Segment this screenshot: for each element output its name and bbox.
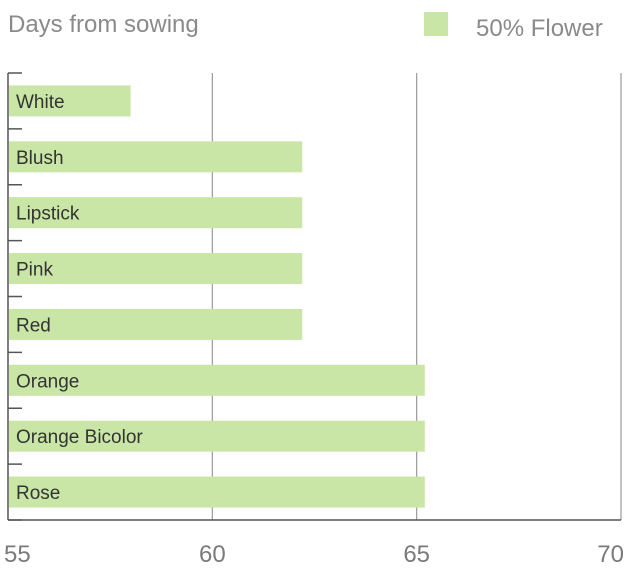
category-label: White	[16, 92, 65, 113]
category-label: Orange Bicolor	[16, 427, 143, 448]
category-label: Blush	[16, 148, 64, 169]
bar-pink	[9, 253, 303, 285]
x-tick-label-55: 55	[4, 541, 31, 568]
bar-lipstick	[9, 197, 303, 229]
category-label: Lipstick	[16, 204, 80, 225]
bar-rose	[9, 476, 425, 508]
axes	[7, 72, 621, 521]
category-label: Red	[16, 315, 51, 336]
bar-blush	[9, 141, 303, 173]
bar-white	[9, 85, 131, 117]
legend-label: 50% Flower	[476, 15, 603, 42]
category-label: Pink	[16, 260, 53, 281]
x-tick-label-70: 70	[597, 541, 624, 568]
grid-lines	[211, 73, 622, 520]
x-tick-label-60: 60	[199, 541, 226, 568]
category-label: Orange	[16, 371, 79, 392]
bar-orange	[9, 364, 425, 396]
category-label: Rose	[16, 483, 60, 504]
chart-title: Days from sowing	[8, 11, 199, 38]
x-tick-labels: 55 60 65 70	[4, 541, 624, 568]
legend-swatch	[424, 12, 448, 36]
bar-orange-bicolor	[9, 420, 425, 452]
x-tick-label-65: 65	[403, 541, 430, 568]
bar-red	[9, 308, 303, 340]
bar-labels: White Blush Lipstick Pink Red Orange Orange Bi…	[16, 92, 143, 504]
bars	[9, 85, 425, 508]
